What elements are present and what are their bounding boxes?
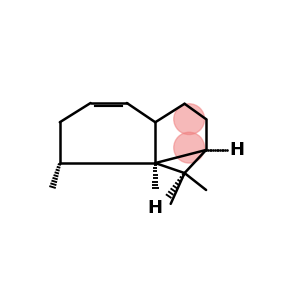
Text: H: H [229, 141, 244, 159]
Circle shape [174, 104, 205, 135]
Circle shape [174, 132, 205, 163]
Text: H: H [148, 199, 163, 217]
